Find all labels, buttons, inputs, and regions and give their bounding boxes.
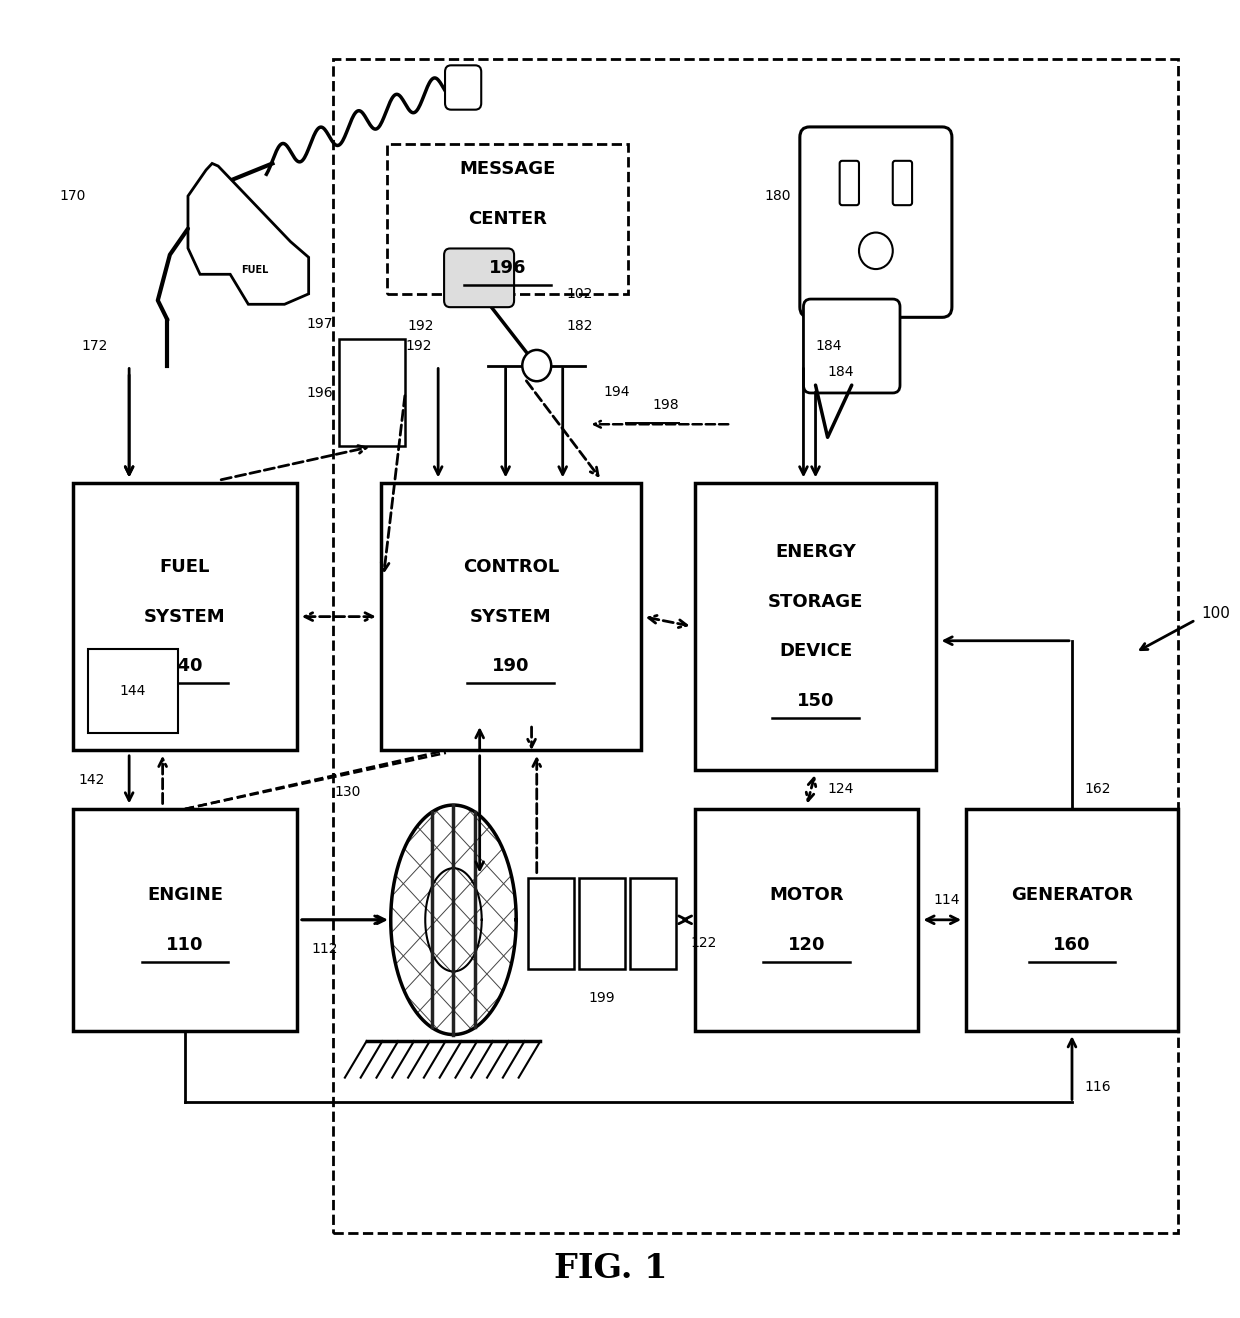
- Circle shape: [859, 232, 893, 269]
- Text: 122: 122: [689, 936, 717, 950]
- Text: 180: 180: [765, 188, 791, 203]
- FancyBboxPatch shape: [88, 648, 179, 733]
- Text: 100: 100: [1202, 606, 1230, 621]
- Text: 140: 140: [166, 658, 203, 675]
- Text: ENERGY: ENERGY: [775, 543, 856, 561]
- Polygon shape: [188, 163, 309, 304]
- Text: 112: 112: [311, 941, 337, 956]
- Text: 130: 130: [334, 786, 361, 799]
- Text: 124: 124: [827, 783, 854, 796]
- Text: 160: 160: [1053, 936, 1091, 954]
- Text: FIG. 1: FIG. 1: [553, 1252, 667, 1285]
- FancyBboxPatch shape: [528, 878, 574, 969]
- Text: GENERATOR: GENERATOR: [1011, 886, 1133, 904]
- FancyBboxPatch shape: [73, 482, 296, 750]
- FancyBboxPatch shape: [966, 809, 1178, 1031]
- Text: 196: 196: [306, 386, 332, 399]
- Text: 170: 170: [60, 188, 86, 203]
- Text: 184: 184: [816, 339, 842, 353]
- Text: 182: 182: [567, 319, 594, 333]
- Text: 197: 197: [306, 316, 332, 331]
- FancyBboxPatch shape: [839, 161, 859, 206]
- Text: DEVICE: DEVICE: [779, 642, 852, 660]
- FancyBboxPatch shape: [800, 127, 952, 318]
- Text: 144: 144: [120, 684, 146, 699]
- Text: 110: 110: [166, 936, 203, 954]
- Text: CONTROL: CONTROL: [463, 558, 559, 576]
- Text: 190: 190: [492, 658, 529, 675]
- FancyBboxPatch shape: [804, 299, 900, 393]
- Text: 196: 196: [489, 260, 527, 277]
- Text: STORAGE: STORAGE: [768, 593, 863, 610]
- FancyBboxPatch shape: [387, 144, 629, 294]
- FancyBboxPatch shape: [73, 809, 296, 1031]
- FancyBboxPatch shape: [381, 482, 641, 750]
- Text: MESSAGE: MESSAGE: [460, 161, 556, 178]
- Text: 162: 162: [1084, 783, 1111, 796]
- Text: 194: 194: [603, 385, 630, 398]
- Text: SYSTEM: SYSTEM: [144, 608, 226, 626]
- Text: 198: 198: [652, 398, 680, 411]
- Text: CENTER: CENTER: [469, 210, 547, 228]
- Text: MOTOR: MOTOR: [769, 886, 843, 904]
- FancyBboxPatch shape: [579, 878, 625, 969]
- Text: SYSTEM: SYSTEM: [470, 608, 552, 626]
- Text: 102: 102: [567, 287, 593, 301]
- Text: 184: 184: [827, 365, 854, 380]
- Circle shape: [522, 349, 552, 381]
- FancyBboxPatch shape: [694, 482, 936, 770]
- Text: 120: 120: [787, 936, 826, 954]
- Text: 114: 114: [934, 894, 960, 907]
- FancyBboxPatch shape: [630, 878, 676, 969]
- Text: ENGINE: ENGINE: [148, 886, 223, 904]
- FancyBboxPatch shape: [893, 161, 913, 206]
- Text: FUEL: FUEL: [241, 265, 268, 275]
- Text: 116: 116: [1084, 1079, 1111, 1094]
- FancyBboxPatch shape: [339, 340, 405, 447]
- Text: 142: 142: [78, 772, 105, 787]
- Text: 192: 192: [405, 339, 432, 353]
- FancyBboxPatch shape: [694, 809, 918, 1031]
- FancyBboxPatch shape: [445, 66, 481, 109]
- Text: 199: 199: [589, 991, 615, 1006]
- Text: FUEL: FUEL: [160, 558, 210, 576]
- FancyBboxPatch shape: [444, 249, 515, 307]
- Text: 192: 192: [408, 319, 434, 333]
- Text: 172: 172: [81, 339, 108, 353]
- Text: 150: 150: [797, 692, 835, 709]
